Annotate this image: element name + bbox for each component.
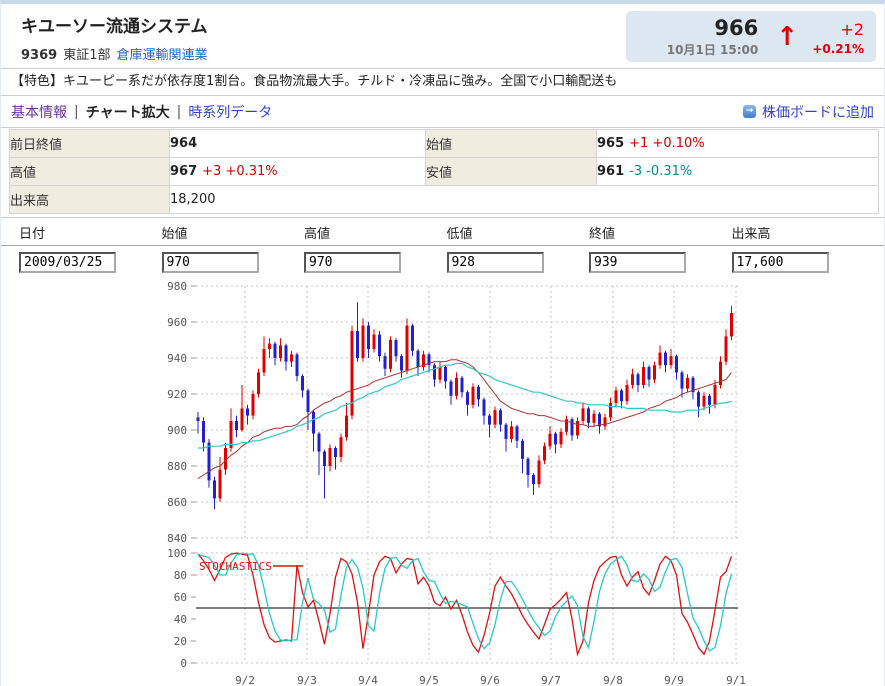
- price-change-percent: +0.21%: [812, 41, 864, 56]
- price-change: +2: [840, 19, 864, 39]
- nav-basic-info[interactable]: 基本情報: [11, 104, 67, 121]
- open-input[interactable]: [161, 252, 259, 273]
- svg-text:880: 880: [167, 460, 187, 473]
- svg-text:0: 0: [180, 657, 187, 670]
- svg-text:9/6: 9/6: [480, 674, 500, 686]
- date-label: 日付: [19, 227, 46, 242]
- svg-text:20: 20: [174, 635, 187, 648]
- low-label: 安値: [425, 157, 597, 186]
- svg-text:9/9: 9/9: [664, 674, 684, 686]
- header-left: キユーソー流通システム 9369 東証1部 倉庫運輸関連業: [1, 4, 208, 68]
- low-value: 961 -3 -0.31%: [596, 157, 879, 186]
- svg-text:9/7: 9/7: [541, 674, 561, 686]
- high-label: 高値: [9, 157, 170, 186]
- industry-link[interactable]: 倉庫運輸関連業: [116, 48, 208, 63]
- stock-subline: 9369 東証1部 倉庫運輸関連業: [21, 44, 208, 63]
- add-board-link[interactable]: 株価ボードに追加: [762, 104, 874, 121]
- prev-close-value: 964: [169, 129, 426, 158]
- svg-text:STOCHASTICS: STOCHASTICS: [199, 560, 272, 573]
- table-row: 前日終値 964 始値 965 +1 +0.10%: [9, 129, 879, 158]
- current-price: 966: [714, 15, 759, 40]
- add-to-board[interactable]: → 株価ボードに追加: [743, 102, 874, 122]
- svg-text:40: 40: [174, 613, 187, 626]
- nav-timeseries[interactable]: 時系列データ: [188, 104, 273, 121]
- low-change: -3 -0.31%: [629, 164, 693, 179]
- svg-text:9/4: 9/4: [358, 674, 378, 686]
- nav-separator: |: [176, 103, 182, 120]
- quote-datetime: 10月1日 15:00: [666, 42, 759, 57]
- stock-market: 東証1部: [63, 48, 111, 63]
- volume-input[interactable]: [731, 252, 829, 273]
- header: キユーソー流通システム 9369 東証1部 倉庫運輸関連業 966 10月1日 15…: [1, 4, 884, 69]
- quote-table: 前日終値 964 始値 965 +1 +0.10% 高値 967 +3 +0.31%…: [9, 129, 879, 214]
- stock-title: キユーソー流通システム: [21, 17, 208, 37]
- svg-text:9/3: 9/3: [297, 674, 317, 686]
- close-input[interactable]: [589, 252, 686, 273]
- ohlc-form-labels: 日付 始値 高値 低値 終値 出来高: [1, 218, 884, 246]
- svg-text:940: 940: [167, 352, 187, 365]
- svg-text:960: 960: [167, 316, 187, 329]
- svg-text:860: 860: [167, 496, 187, 509]
- price-block: 966 10月1日 15:00: [667, 16, 758, 58]
- svg-text:920: 920: [167, 388, 187, 401]
- date-input[interactable]: [19, 252, 116, 273]
- svg-text:60: 60: [174, 591, 187, 604]
- volume-value: 18,200: [169, 185, 879, 214]
- high-input[interactable]: [304, 252, 401, 273]
- nav-chart-current: チャート拡大: [85, 104, 170, 121]
- price-panel: 966 10月1日 15:00 ↑ +2 +0.21%: [626, 11, 876, 62]
- open-value: 965 +1 +0.10%: [596, 129, 879, 158]
- table-row: 高値 967 +3 +0.31% 安値 961 -3 -0.31%: [9, 157, 879, 186]
- volume-label: 出来高: [9, 185, 170, 214]
- low-input[interactable]: [446, 252, 544, 273]
- svg-text:9/1: 9/1: [726, 674, 746, 686]
- svg-text:80: 80: [174, 569, 187, 582]
- low-field-label: 低値: [446, 227, 473, 242]
- prev-close-label: 前日終値: [9, 129, 170, 158]
- table-row: 出来高 18,200: [9, 185, 879, 214]
- add-board-icon: →: [743, 105, 756, 118]
- svg-text:9/2: 9/2: [235, 674, 255, 686]
- svg-text:980: 980: [167, 280, 187, 293]
- ohlc-form-inputs: [1, 246, 884, 278]
- stock-code: 9369: [21, 48, 58, 63]
- company-feature-text: 【特色】キユーピー系だが依存度1割台。食品物流最大手。チルド・冷凍品に強み。全国…: [1, 69, 884, 96]
- open-field-label: 始値: [161, 227, 188, 242]
- svg-text:100: 100: [167, 547, 187, 560]
- ohlc-form: 日付 始値 高値 低値 終値 出来高: [1, 217, 884, 278]
- stock-chart-svg: 840 860 880 900 920 940 960 980 0 20 40 60 80 100 STOC…: [167, 280, 746, 686]
- change-block: +2 +0.21%: [812, 18, 864, 56]
- stock-chart: 840 860 880 900 920 940 960 980 0 20 40 60 80 100 STOC…: [1, 278, 884, 686]
- high-field-label: 高値: [304, 227, 331, 242]
- open-change: +1 +0.10%: [629, 136, 705, 151]
- nav-bar: 基本情報 | チャート拡大 | 時系列データ → 株価ボードに追加: [1, 96, 884, 128]
- volume-field-label: 出来高: [731, 227, 771, 242]
- close-field-label: 終値: [589, 227, 616, 242]
- svg-text:840: 840: [167, 532, 187, 545]
- svg-text:900: 900: [167, 424, 187, 437]
- svg-text:9/5: 9/5: [419, 674, 439, 686]
- svg-text:9/8: 9/8: [603, 674, 623, 686]
- high-value: 967 +3 +0.31%: [169, 157, 426, 186]
- open-label: 始値: [425, 129, 597, 158]
- nav-separator: |: [74, 103, 79, 120]
- high-change: +3 +0.31%: [202, 164, 278, 179]
- up-arrow-icon: ↑: [776, 21, 798, 52]
